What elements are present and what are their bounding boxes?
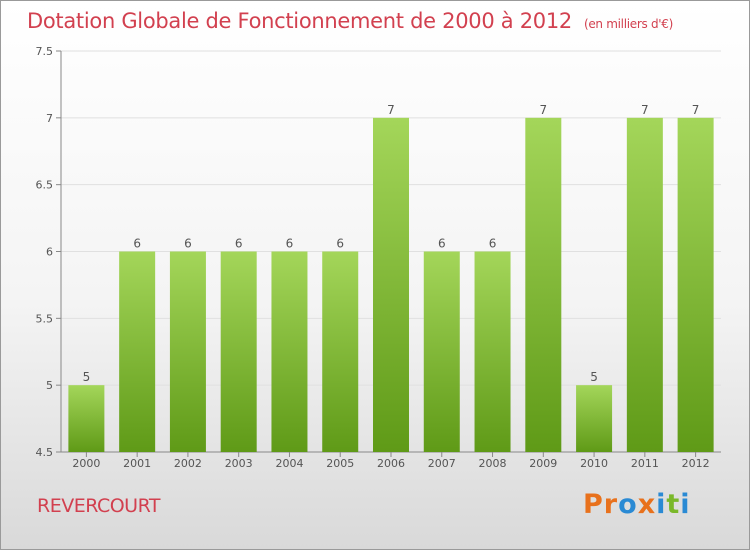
x-tick-label: 2003 <box>225 457 253 470</box>
bar-2011 <box>626 117 663 452</box>
y-tick-label: 6 <box>46 246 53 259</box>
logo-letter: t <box>666 489 681 520</box>
x-tick-label: 2002 <box>174 457 202 470</box>
proxiti-logo[interactable]: Proxiti <box>583 489 691 520</box>
y-tick-label: 7 <box>46 112 53 125</box>
bar-2004 <box>271 251 308 452</box>
logo-letter: i <box>680 489 691 520</box>
x-tick-label: 2001 <box>123 457 151 470</box>
data-label: 5 <box>590 370 598 384</box>
data-label: 7 <box>387 103 395 117</box>
x-tick-label: 2007 <box>428 457 456 470</box>
data-label: 6 <box>489 237 497 251</box>
data-label: 6 <box>235 237 243 251</box>
bars <box>68 117 714 452</box>
x-tick-label: 2006 <box>377 457 405 470</box>
x-tick-label: 2005 <box>326 457 354 470</box>
bar-2006 <box>373 117 409 452</box>
y-tick-label: 6.5 <box>36 179 54 192</box>
data-label: 6 <box>438 237 446 251</box>
bar-2010 <box>576 385 613 452</box>
x-tick-label: 2004 <box>275 457 303 470</box>
logo-letter: P <box>583 489 604 520</box>
data-label: 6 <box>286 237 294 251</box>
bar-2008 <box>474 251 511 452</box>
logo-letter: x <box>637 489 657 520</box>
bar-2012 <box>677 117 714 452</box>
logo-letter: r <box>603 489 619 520</box>
bar-2002 <box>169 251 206 452</box>
commune-name: REVERCOURT <box>37 495 161 517</box>
logo-letter: o <box>618 489 638 520</box>
y-tick-label: 7.5 <box>36 45 54 58</box>
bar-2001 <box>119 251 156 452</box>
x-tick-label: 2011 <box>631 457 659 470</box>
data-label: 6 <box>133 237 141 251</box>
x-tick-label: 2012 <box>682 457 710 470</box>
data-label: 6 <box>336 237 344 251</box>
chart-subtitle: (en milliers d'€) <box>583 17 673 31</box>
bar-2003 <box>220 251 257 452</box>
bar-2005 <box>322 251 359 452</box>
data-label: 7 <box>539 103 547 117</box>
y-tick-label: 5.5 <box>36 312 54 325</box>
x-tick-label: 2009 <box>529 457 557 470</box>
data-label: 6 <box>184 237 192 251</box>
y-tick-label: 4.5 <box>36 446 54 459</box>
data-label: 7 <box>692 103 700 117</box>
chart-title: Dotation Globale de Fonctionnement de 20… <box>27 9 673 33</box>
x-tick-label: 2010 <box>580 457 608 470</box>
bar-2009 <box>525 117 562 452</box>
chart-title-text: Dotation Globale de Fonctionnement de 20… <box>27 9 572 33</box>
x-tick-label: 2000 <box>72 457 100 470</box>
bar-2007 <box>423 251 460 452</box>
data-label: 7 <box>641 103 649 117</box>
logo-letter: i <box>656 489 667 520</box>
data-label: 5 <box>83 370 91 384</box>
bar-2000 <box>68 385 105 452</box>
y-tick-label: 5 <box>46 379 53 392</box>
x-tick-label: 2008 <box>479 457 507 470</box>
labels: 4.5 5 5.5 6 6.5 7 7.5 5 2000 6 2001 6 2002 6 2003 6 2004… <box>36 45 710 470</box>
